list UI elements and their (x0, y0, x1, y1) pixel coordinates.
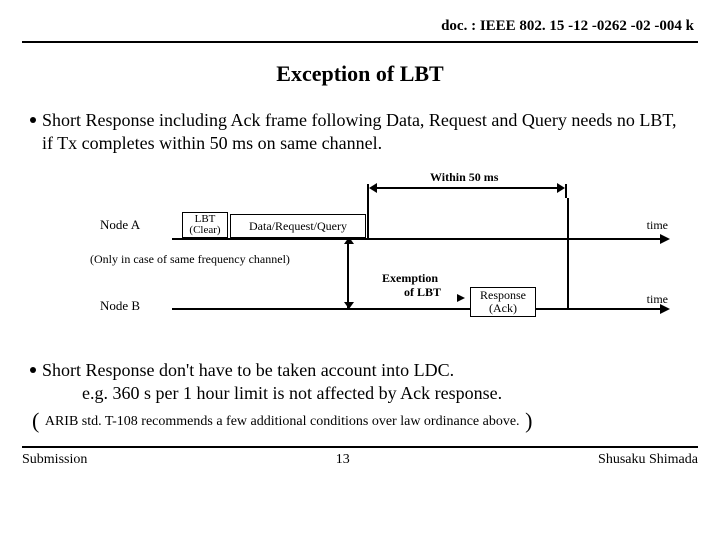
node-a-label: Node A (100, 217, 140, 233)
arib-note: ( ARIB std. T-108 recommends a few addit… (32, 408, 698, 434)
bullet-1: Short Response including Ack frame follo… (30, 109, 690, 156)
within-label: Within 50 ms (430, 170, 498, 185)
bullet-dot-icon (30, 367, 36, 373)
time-a: time (647, 218, 668, 233)
arrow-right-icon (660, 234, 670, 244)
exemption-label: Exemption of LBT (382, 272, 441, 300)
bullet-1-text: Short Response including Ack frame follo… (42, 109, 690, 156)
exemption-line1: Exemption (382, 272, 441, 286)
causal-arrow-down (347, 238, 349, 308)
footer-right: Shusaku Shimada (598, 452, 698, 468)
footer-page: 13 (87, 452, 598, 468)
arib-text: ARIB std. T-108 recommends a few additio… (45, 414, 520, 429)
bullet-2-text: Short Response don't have to be taken ac… (42, 359, 690, 382)
time-b: time (647, 292, 668, 307)
within-bracket (367, 184, 567, 196)
bullet-dot-icon (30, 117, 36, 123)
exemption-arrow-icon (457, 294, 465, 302)
drq-box: Data/Request/Query (230, 214, 366, 238)
footer-left: Submission (22, 452, 87, 468)
resp-top: Response (471, 289, 535, 302)
lbt-box: LBT (Clear) (182, 212, 228, 238)
header-rule (22, 41, 698, 43)
doc-id: doc. : IEEE 802. 15 -12 -0262 -02 -004 k (22, 18, 698, 35)
response-box: Response (Ack) (470, 287, 536, 317)
bullet-2: Short Response don't have to be taken ac… (30, 359, 690, 382)
tick-50ms-end (567, 198, 569, 308)
footer-rule (22, 446, 698, 448)
lbt-bottom: (Clear) (183, 225, 227, 237)
page-title: Exception of LBT (22, 61, 698, 87)
exemption-line2: of LBT (382, 286, 441, 300)
timing-diagram: Within 50 ms Node A LBT (Clear) Data/Req… (22, 170, 698, 355)
paren-open: ( (32, 408, 45, 433)
resp-bottom: (Ack) (471, 302, 535, 315)
bullet-2-sub: e.g. 360 s per 1 hour limit is not affec… (82, 382, 698, 405)
timeline-b (172, 308, 668, 310)
paren-close: ) (520, 408, 533, 433)
same-channel-note: (Only in case of same frequency channel) (90, 252, 290, 267)
node-b-label: Node B (100, 298, 140, 314)
timeline-a (172, 238, 668, 240)
tick-drq-end (367, 198, 369, 238)
footer: Submission 13 Shusaku Shimada (22, 452, 698, 468)
